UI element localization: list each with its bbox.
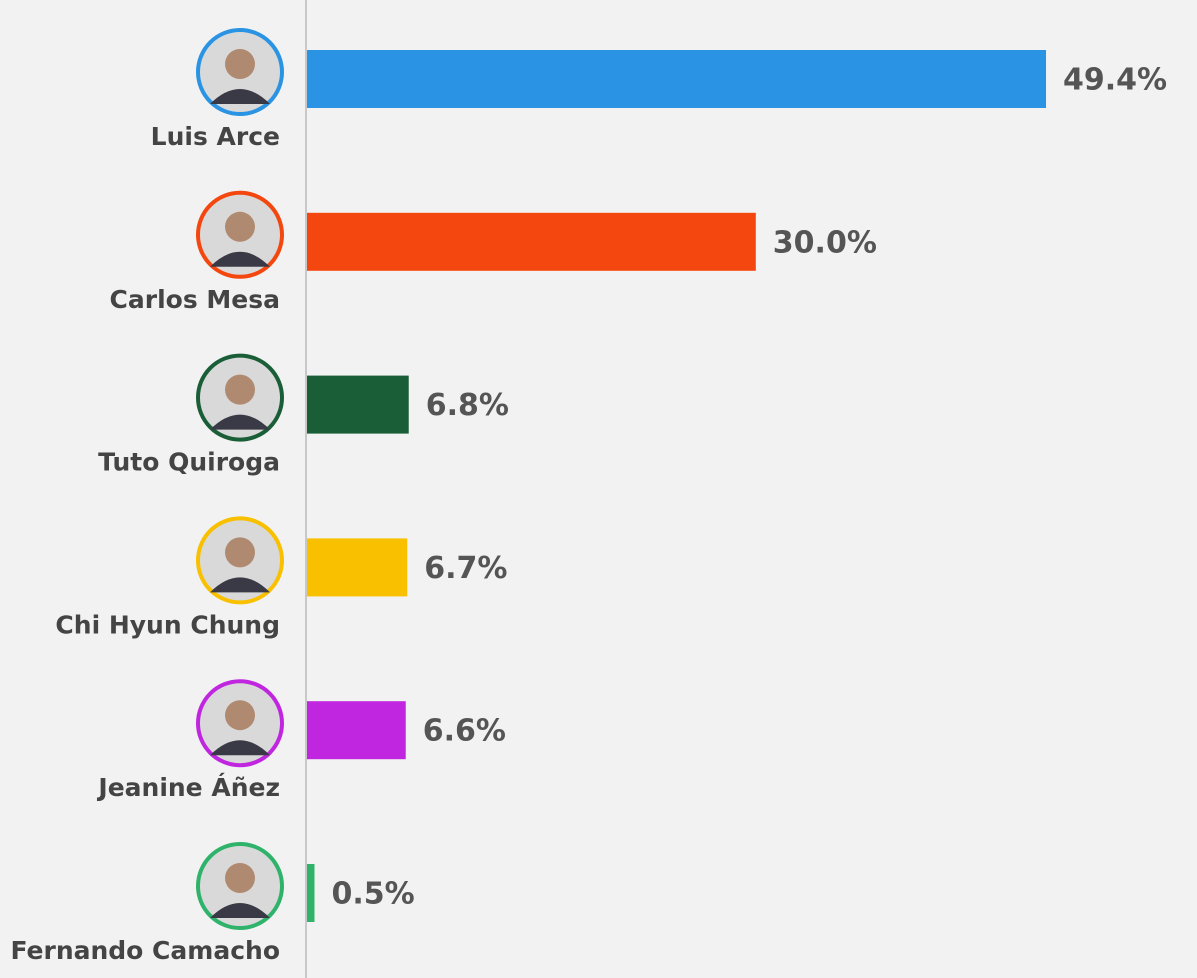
avatar: [196, 516, 284, 605]
avatar: [196, 353, 284, 442]
bar: [307, 864, 315, 922]
bar: [307, 375, 409, 434]
avatar: [196, 190, 284, 279]
avatar-head: [225, 700, 255, 731]
value-label: 6.8%: [426, 388, 509, 423]
avatar-body: [210, 251, 270, 267]
category-label: Jeanine Áñez: [96, 773, 280, 802]
avatar-body: [210, 414, 270, 430]
bar: [307, 538, 408, 597]
value-label: 30.0%: [773, 225, 877, 260]
value-label: 6.6%: [423, 714, 506, 749]
category-label: Chi Hyun Chung: [55, 610, 280, 639]
avatar-head: [225, 863, 255, 893]
bar: [307, 212, 756, 271]
avatar-body: [210, 89, 270, 104]
bar: [307, 50, 1047, 108]
value-label: 6.7%: [424, 551, 507, 586]
avatar-head: [225, 49, 255, 79]
category-label: Luis Arce: [151, 122, 280, 151]
avatar-head: [225, 537, 255, 568]
avatar: [196, 28, 284, 116]
category-label: Fernando Camacho: [10, 936, 280, 965]
avatar-head: [225, 211, 255, 242]
category-label: Carlos Mesa: [110, 285, 280, 314]
avatar: [196, 679, 284, 768]
avatar-body: [210, 903, 270, 918]
value-label: 49.4%: [1063, 63, 1167, 98]
avatar-head: [225, 374, 255, 405]
category-label: Tuto Quiroga: [98, 448, 280, 477]
avatar-body: [210, 740, 270, 756]
avatar-body: [210, 577, 270, 593]
bar: [307, 701, 406, 760]
value-label: 0.5%: [331, 877, 414, 912]
avatar: [196, 842, 284, 930]
